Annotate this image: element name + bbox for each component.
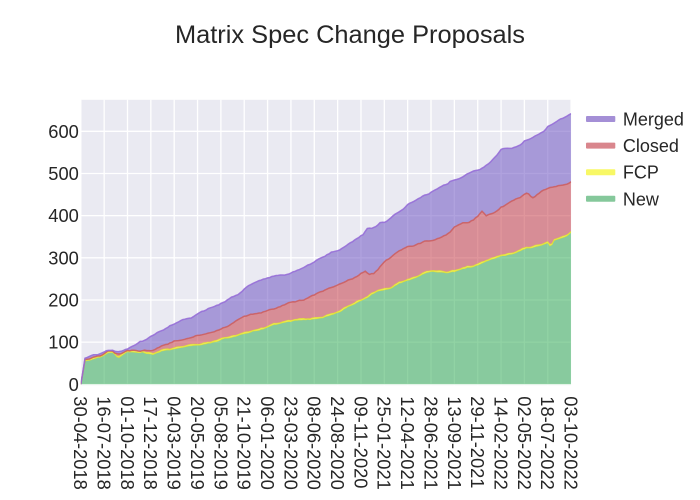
svg-text:09-11-2020: 09-11-2020 bbox=[350, 396, 371, 488]
svg-text:04-03-2019: 04-03-2019 bbox=[164, 396, 185, 490]
svg-text:100: 100 bbox=[48, 332, 79, 353]
svg-text:01-10-2018: 01-10-2018 bbox=[117, 396, 138, 490]
svg-text:30-04-2018: 30-04-2018 bbox=[70, 396, 91, 490]
svg-text:05-08-2019: 05-08-2019 bbox=[210, 396, 231, 490]
svg-text:17-12-2018: 17-12-2018 bbox=[140, 396, 161, 490]
svg-text:Merged: Merged bbox=[623, 110, 684, 130]
svg-text:06-01-2020: 06-01-2020 bbox=[257, 396, 278, 490]
svg-text:28-06-2021: 28-06-2021 bbox=[420, 396, 441, 490]
svg-text:24-08-2020: 24-08-2020 bbox=[327, 396, 348, 490]
svg-text:0: 0 bbox=[69, 374, 79, 395]
svg-text:Matrix Spec Change Proposals: Matrix Spec Change Proposals bbox=[175, 21, 525, 49]
svg-text:02-05-2022: 02-05-2022 bbox=[514, 396, 535, 490]
svg-text:08-06-2020: 08-06-2020 bbox=[304, 396, 325, 490]
svg-text:12-04-2021: 12-04-2021 bbox=[397, 396, 418, 490]
svg-text:21-10-2019: 21-10-2019 bbox=[234, 396, 255, 490]
svg-text:18-07-2022: 18-07-2022 bbox=[537, 396, 558, 490]
svg-text:300: 300 bbox=[48, 247, 79, 268]
svg-text:Closed: Closed bbox=[623, 136, 679, 156]
svg-text:600: 600 bbox=[48, 121, 79, 142]
svg-text:25-01-2021: 25-01-2021 bbox=[374, 396, 395, 490]
svg-text:16-07-2018: 16-07-2018 bbox=[94, 396, 115, 490]
svg-text:400: 400 bbox=[48, 205, 79, 226]
svg-text:13-09-2021: 13-09-2021 bbox=[444, 396, 465, 490]
svg-text:03-10-2022: 03-10-2022 bbox=[561, 396, 582, 490]
svg-text:500: 500 bbox=[48, 163, 79, 184]
svg-text:29-11-2021: 29-11-2021 bbox=[467, 396, 488, 488]
svg-text:FCP: FCP bbox=[623, 163, 659, 183]
svg-text:14-02-2022: 14-02-2022 bbox=[490, 396, 511, 490]
svg-text:New: New bbox=[623, 189, 660, 209]
svg-text:200: 200 bbox=[48, 290, 79, 311]
svg-text:20-05-2019: 20-05-2019 bbox=[187, 396, 208, 490]
svg-text:23-03-2020: 23-03-2020 bbox=[280, 396, 301, 490]
